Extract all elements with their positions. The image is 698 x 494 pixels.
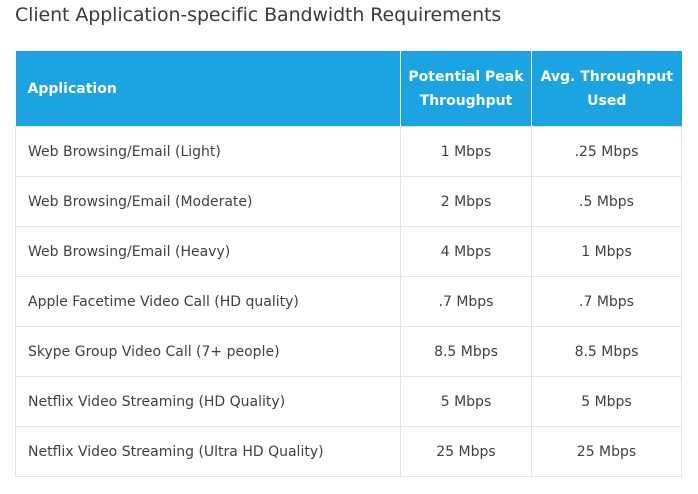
cell-avg: 8.5 Mbps — [531, 326, 682, 377]
cell-application: Netflix Video Streaming (Ultra HD Qualit… — [15, 426, 401, 477]
table-row: Web Browsing/Email (Heavy) 4 Mbps 1 Mbps — [15, 226, 682, 277]
header-avg-line2: Used — [587, 92, 627, 109]
cell-avg: 25 Mbps — [531, 426, 682, 477]
table-row: Web Browsing/Email (Moderate) 2 Mbps .5 … — [15, 176, 682, 227]
cell-application: Apple Facetime Video Call (HD quality) — [15, 276, 401, 327]
cell-peak: 1 Mbps — [400, 126, 532, 177]
cell-application: Skype Group Video Call (7+ people) — [15, 326, 401, 377]
cell-peak: 25 Mbps — [400, 426, 532, 477]
header-peak-line2: Throughput — [419, 92, 513, 109]
table-row: Netflix Video Streaming (Ultra HD Qualit… — [15, 426, 682, 477]
table-row: Netflix Video Streaming (HD Quality) 5 M… — [15, 376, 682, 427]
table-row: Apple Facetime Video Call (HD quality) .… — [15, 276, 682, 327]
header-avg-throughput: Avg. Throughput Used — [531, 51, 682, 127]
cell-peak: 8.5 Mbps — [400, 326, 532, 377]
cell-application: Netflix Video Streaming (HD Quality) — [15, 376, 401, 427]
cell-avg: 1 Mbps — [531, 226, 682, 277]
page-title: Client Application-specific Bandwidth Re… — [15, 4, 502, 26]
cell-avg: .7 Mbps — [531, 276, 682, 327]
header-application: Application — [15, 51, 401, 127]
cell-avg: .5 Mbps — [531, 176, 682, 227]
cell-avg: .25 Mbps — [531, 126, 682, 177]
bandwidth-table: Application Potential Peak Throughput Avg… — [15, 51, 682, 477]
cell-peak: 5 Mbps — [400, 376, 532, 427]
header-row: Application Potential Peak Throughput Avg… — [15, 51, 682, 127]
cell-application: Web Browsing/Email (Moderate) — [15, 176, 401, 227]
table-row: Skype Group Video Call (7+ people) 8.5 M… — [15, 326, 682, 377]
header-peak-throughput: Potential Peak Throughput — [400, 51, 532, 127]
cell-peak: 4 Mbps — [400, 226, 532, 277]
table-header: Application Potential Peak Throughput Avg… — [15, 51, 682, 127]
cell-application: Web Browsing/Email (Heavy) — [15, 226, 401, 277]
cell-avg: 5 Mbps — [531, 376, 682, 427]
cell-application: Web Browsing/Email (Light) — [15, 126, 401, 177]
cell-peak: 2 Mbps — [400, 176, 532, 227]
header-peak-line1: Potential Peak — [408, 68, 524, 85]
cell-peak: .7 Mbps — [400, 276, 532, 327]
table-body: Web Browsing/Email (Light) 1 Mbps .25 Mb… — [15, 126, 682, 477]
header-avg-line1: Avg. Throughput — [540, 68, 673, 85]
table-row: Web Browsing/Email (Light) 1 Mbps .25 Mb… — [15, 126, 682, 177]
